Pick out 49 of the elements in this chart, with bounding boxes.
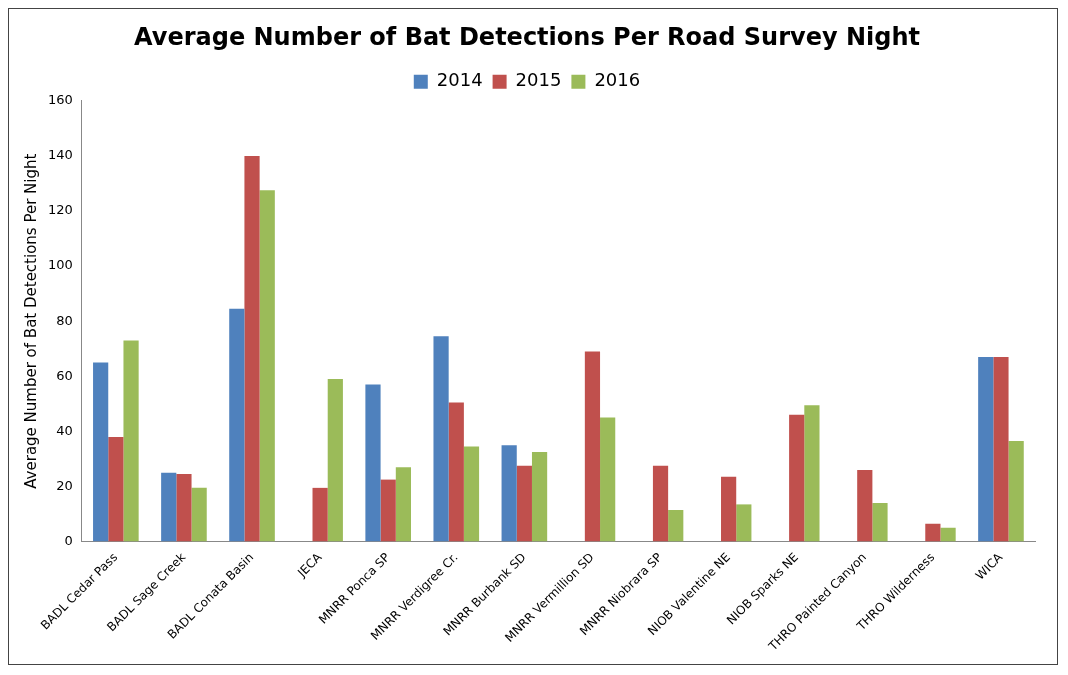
bar (123, 340, 139, 542)
y-tick-label: 0 (64, 532, 73, 548)
bar (531, 452, 548, 542)
bar (1008, 441, 1024, 542)
legend-label: 2015 (515, 69, 562, 91)
chart-title: Average Number of Bat Detections Per Road Survey Night (134, 22, 920, 51)
bar (176, 474, 192, 542)
y-tick-label: 160 (47, 92, 73, 108)
bar (259, 190, 275, 542)
y-tick-label: 20 (56, 477, 73, 493)
bar (161, 472, 177, 542)
y-tick-label: 80 (56, 312, 73, 328)
y-tick-label: 120 (47, 202, 73, 218)
bar (463, 446, 480, 542)
bar (191, 487, 207, 542)
bar (93, 362, 109, 542)
y-tick-label: 140 (47, 147, 73, 163)
y-axis-title: Average Number of Bat Detections Per Night (21, 153, 40, 489)
legend-label: 2014 (436, 69, 483, 91)
bar (244, 155, 260, 542)
y-tick-label: 60 (56, 367, 73, 383)
bar (668, 509, 684, 542)
bar (229, 308, 245, 542)
bar (516, 465, 532, 542)
bar (584, 351, 601, 542)
bar (380, 479, 396, 542)
bar (857, 469, 873, 542)
bar (736, 504, 752, 542)
bar (312, 487, 328, 542)
bar (327, 379, 343, 542)
bar (789, 414, 805, 542)
bar (108, 436, 124, 542)
y-tick-label: 100 (47, 257, 73, 273)
legend-label: 2016 (594, 69, 641, 91)
bar (993, 357, 1009, 542)
bar (365, 384, 381, 542)
bar (978, 357, 994, 542)
bar (925, 523, 941, 542)
bar (448, 402, 464, 542)
bar (940, 527, 956, 542)
bar (721, 476, 737, 542)
bar (652, 465, 669, 542)
bar (804, 405, 820, 542)
bar (395, 467, 411, 542)
y-tick-label: 40 (56, 422, 73, 438)
bar (501, 445, 517, 542)
bar (872, 503, 888, 542)
bar (433, 336, 449, 542)
bar (600, 417, 616, 542)
